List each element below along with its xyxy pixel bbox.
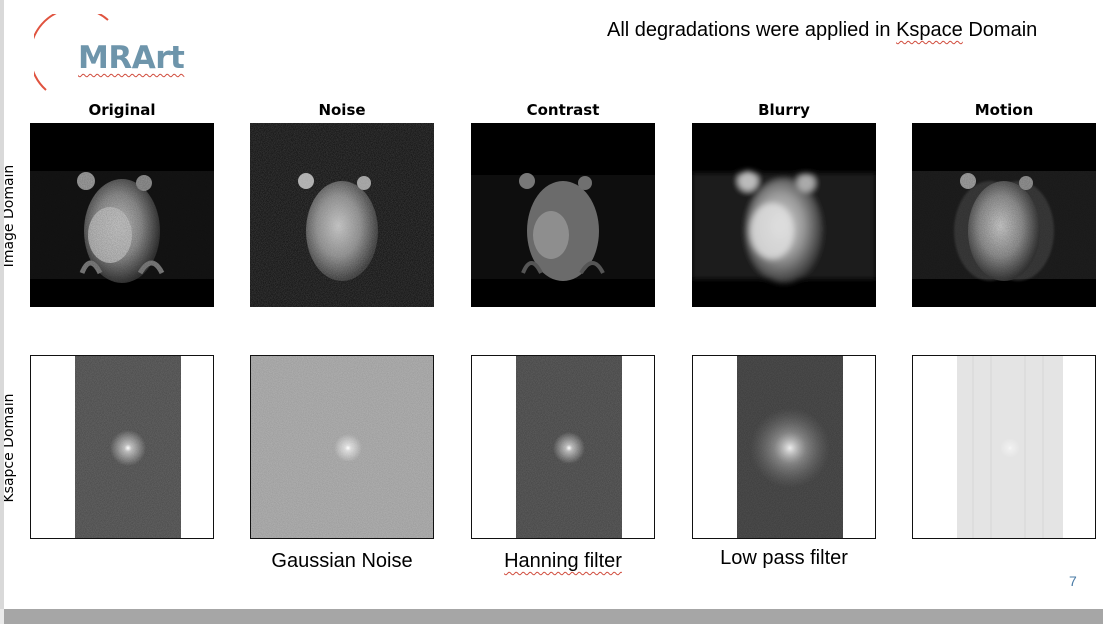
slide-headline: All degradations were applied in Kspace … <box>607 19 1037 42</box>
column-title-blurry: Blurry <box>758 101 810 119</box>
caption-blurry: Low pass filter <box>720 547 848 569</box>
column-title-noise: Noise <box>318 101 366 119</box>
image-motion <box>912 123 1096 307</box>
kspace-original <box>30 355 214 539</box>
headline-pre: All degradations were applied in <box>607 19 897 41</box>
image-noise <box>250 123 434 307</box>
window-left-edge <box>0 0 4 609</box>
kspace-contrast <box>471 355 655 539</box>
headline-underlined: Kspace <box>896 19 963 41</box>
page-number: 7 <box>1069 573 1077 589</box>
caption-noise: Gaussian Noise <box>271 550 413 572</box>
column-title-contrast: Contrast <box>526 101 600 119</box>
kspace-blurry <box>692 355 876 539</box>
column-title-original: Original <box>88 101 156 119</box>
headline-post: Domain <box>962 19 1038 41</box>
image-original <box>30 123 214 307</box>
logo: MRArt <box>78 40 185 76</box>
kspace-noise <box>250 355 434 539</box>
window-bottom-bar <box>4 609 1103 624</box>
logo-arc-icon <box>34 14 109 91</box>
column-title-motion: Motion <box>974 101 1034 119</box>
image-contrast <box>471 123 655 307</box>
slide: MRArt All degradations were applied in K… <box>4 0 1103 609</box>
row-label-image-domain: Image Domain <box>4 164 17 268</box>
row-label-kspace-domain: Ksapce Domain <box>4 393 17 503</box>
kspace-motion <box>912 355 1096 539</box>
image-blurry <box>692 123 876 307</box>
caption-contrast: Hanning filter <box>504 550 622 572</box>
